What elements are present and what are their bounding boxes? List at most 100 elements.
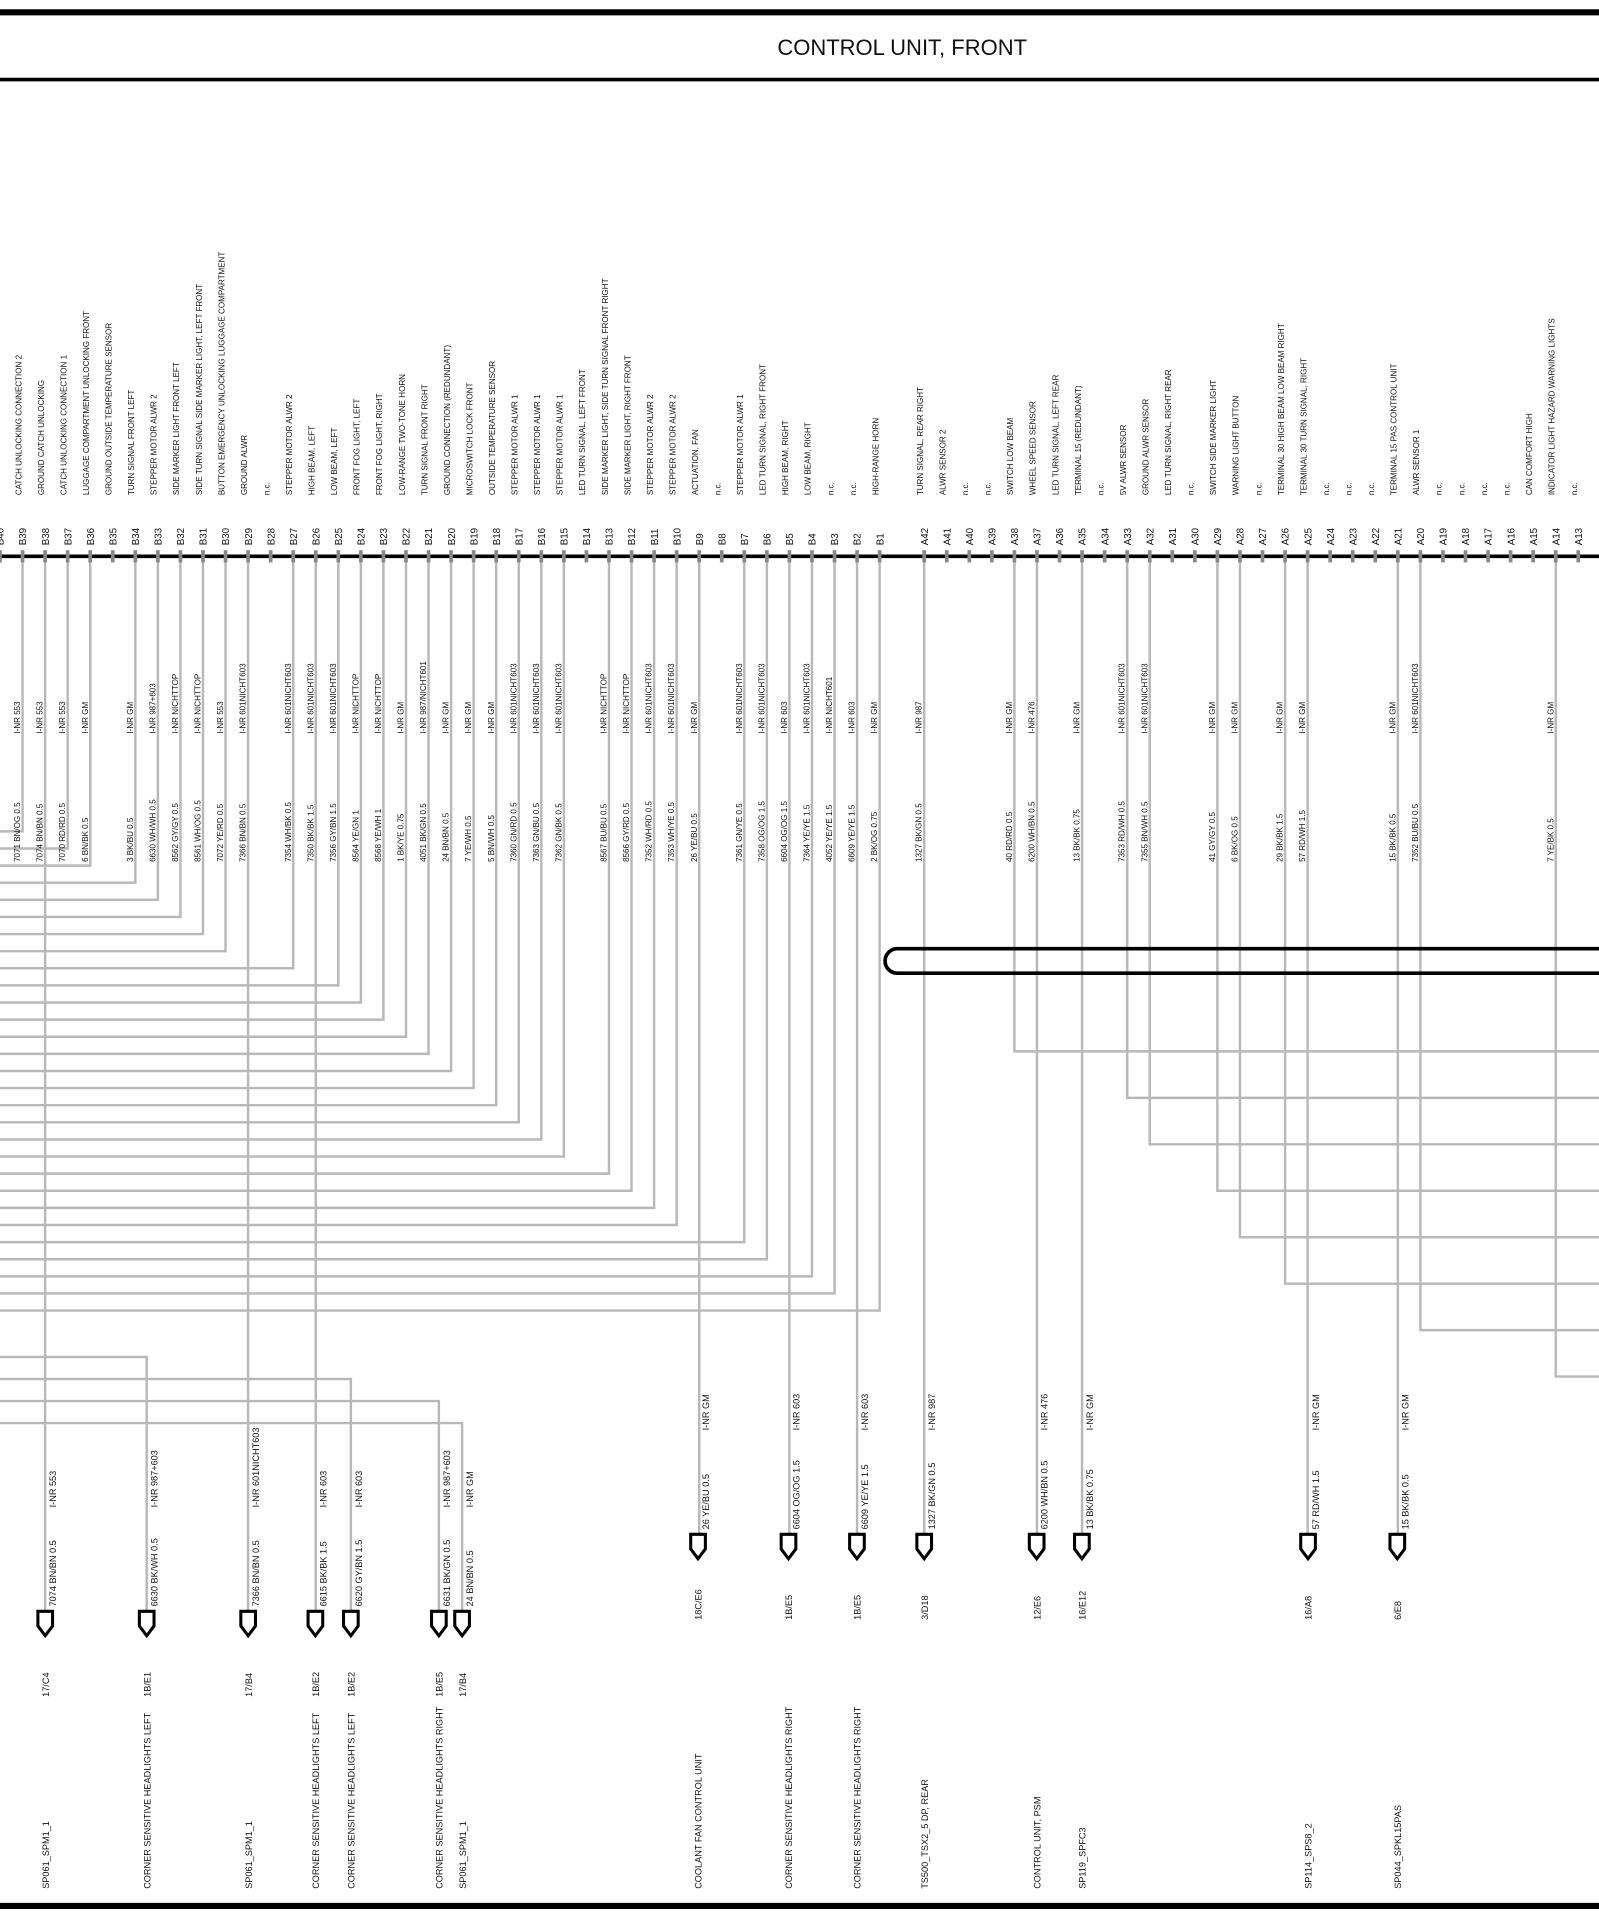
pin-label: B26 <box>311 528 322 545</box>
wire <box>0 557 769 1261</box>
pin-function: SIDE TURN SIGNAL SIDE MARKER LIGHT, LEFT… <box>195 284 204 495</box>
wire <box>0 557 160 902</box>
wire-harness: I-NR GM <box>1231 702 1240 734</box>
pin-label: B29 <box>244 528 255 545</box>
pin-function: HIGH BEAM, LEFT <box>308 426 317 495</box>
wire-color: 1327 BK/GN 0.5 <box>915 803 924 862</box>
wire-color: 29 BK/BK 1.5 <box>1276 813 1285 862</box>
wire-harness: I-NR 601NICHT603 <box>1411 663 1420 734</box>
wire <box>0 557 430 1056</box>
wire <box>0 557 408 1038</box>
pin-label: A36 <box>1055 528 1066 545</box>
pin-function: GROUND OUTSIDE TEMPERATURE SENSOR <box>105 323 114 495</box>
wire-harness: I-NR 601NICHT603 <box>509 663 518 734</box>
pin-label: B1 <box>875 533 886 545</box>
wire-color: 7352 BU/BU 0.5 <box>1411 803 1420 862</box>
pin-function: TURN SIGNAL FRONT RIGHT <box>420 384 429 495</box>
pin-label: B4 <box>808 533 819 546</box>
pin-label: A35 <box>1078 527 1089 545</box>
wire-color: 6200 WH/BN 0.5 <box>1028 801 1037 862</box>
wire-color: 57 RD/WH 1.5 <box>1298 810 1307 862</box>
connector-harness: I-NR GM <box>1400 1394 1410 1430</box>
wire-color: 41 GY/GY 0.5 <box>1208 811 1217 861</box>
pin-label: B9 <box>695 533 706 545</box>
wire-color: 7 YE/BK 0.5 <box>1546 818 1555 862</box>
connector-wire: 6609 YE/YE 1.5 <box>860 1464 870 1529</box>
pin-label: A38 <box>1010 528 1021 545</box>
wire-color: 8564 YE/GN 1 <box>351 810 360 862</box>
wire <box>0 557 746 1244</box>
pin-function: STEPPER MOTOR ALWR 2 <box>285 394 294 495</box>
pin-function: ALWR SENSOR 1 <box>1412 429 1421 495</box>
pin-function: SIDE MARKER LIGHT FRONT LEFT <box>172 362 181 495</box>
wire-harness: I-NR NICHTTOP <box>374 674 383 734</box>
connector-name: CORNER SENSITIVE HEADLIGHTS LEFT <box>142 1712 152 1888</box>
wire-harness: I-NR 553 <box>216 701 225 734</box>
connector-wire: 6620 GY/BN 1.5 <box>354 1540 364 1607</box>
wire-harness: I-NR GM <box>1276 702 1285 734</box>
wire-color: 1 BK/YE 0.75 <box>397 813 406 862</box>
pin-function: WARNING LIGHT BUTTON <box>1232 395 1241 495</box>
wire-color: 7070 RD/RD 0.5 <box>58 802 67 862</box>
connector-harness: I-NR 601NICHT603 <box>251 1428 261 1508</box>
pin-label: A24 <box>1326 527 1337 545</box>
wire-color: 6 BN/BK 0.5 <box>81 817 90 862</box>
wire-harness: I-NR 603 <box>780 701 789 734</box>
wire-harness: I-NR GM <box>126 702 135 734</box>
connector-ref: 1B/E2 <box>347 1672 357 1697</box>
pin-function: TERMINAL 30 HIGH BEAM LOW BEAM RIGHT <box>1277 323 1286 495</box>
connector-name: SP114_SPS8_2 <box>1304 1823 1314 1889</box>
wire <box>0 557 611 1175</box>
pin-label: A33 <box>1123 528 1134 545</box>
pin-function: TERMINAL 30 TURN SIGNAL, RIGHT <box>1299 358 1308 495</box>
pin-function: SIDE MARKER LIGHT, SIDE TURN SIGNAL FRON… <box>601 278 610 495</box>
connector <box>1073 1532 1091 1562</box>
connector-ref: 1B/E1 <box>142 1672 152 1697</box>
pin-label: B3 <box>830 533 841 545</box>
pin-label: A37 <box>1033 528 1044 545</box>
wire <box>0 557 566 1158</box>
wire <box>0 557 836 1295</box>
pin-function: LUGGAGE COMPARTMENT UNLOCKING FRONT <box>82 311 91 495</box>
connector-name: SP061_SPM1_1 <box>458 1821 468 1889</box>
wire <box>0 557 227 953</box>
connector-wire: 57 RD/WH 1.5 <box>1311 1470 1321 1529</box>
pin-function: SWITCH SIDE MARKER LIGHT <box>1209 380 1218 495</box>
pin-label: B35 <box>108 527 119 545</box>
wire-harness: I-NR 553 <box>58 701 67 734</box>
wire-color: 7366 BN/BN 0.5 <box>239 803 248 862</box>
wire <box>0 557 520 1124</box>
wire-harness: I-NR 601NICHT603 <box>803 663 812 734</box>
pin-function: CATCH UNLOCKING CONNECTION 1 <box>59 354 68 495</box>
pin-function: BUTTON EMERGENCY UNLOCKING LUGGAGE COMPA… <box>217 252 226 496</box>
shield-marker <box>883 946 1599 976</box>
pin-function: LED TURN SIGNAL, LEFT FRONT <box>578 369 587 495</box>
connector-wire: 7074 BN/BN 0.5 <box>48 1540 58 1606</box>
connector-wire: 13 BK/BK 0.75 <box>1085 1469 1095 1529</box>
pin-label: B25 <box>334 527 345 545</box>
pin-function: GROUND CATCH UNLOCKING <box>37 380 46 495</box>
pin-function: GROUND ALWR <box>240 435 249 495</box>
wire <box>0 557 295 970</box>
connector-wire: 6200 WH/BN 0.5 <box>1040 1461 1050 1530</box>
wire-color: 7354 WH/BK 0.5 <box>284 801 293 861</box>
pin-function: LOW BEAM, LEFT <box>330 428 339 496</box>
connector-harness: I-NR 987 <box>927 1394 937 1431</box>
pin-label: B19 <box>469 528 480 545</box>
connector-ref: 16/A8 <box>1304 1596 1314 1620</box>
wire-harness: I-NR 553 <box>36 701 45 734</box>
connector <box>453 1609 471 1639</box>
pin-function: CAN COMFORT HIGH <box>1525 413 1534 495</box>
pin-function: n.c. <box>1322 482 1331 495</box>
wire <box>0 557 475 1090</box>
wire <box>0 557 881 1312</box>
pin-label: B24 <box>357 527 368 545</box>
pin-function: ACTUATION, FAN <box>691 429 700 495</box>
pin-label: B14 <box>582 527 593 545</box>
pin-label: A22 <box>1371 528 1382 545</box>
pin-function: LED TURN SIGNAL, RIGHT REAR <box>1164 369 1173 495</box>
pin-function: n.c. <box>262 482 271 495</box>
pin-function: GROUND ALWR SENSOR <box>1142 399 1151 496</box>
connector-harness: I-NR 553 <box>48 1471 58 1508</box>
